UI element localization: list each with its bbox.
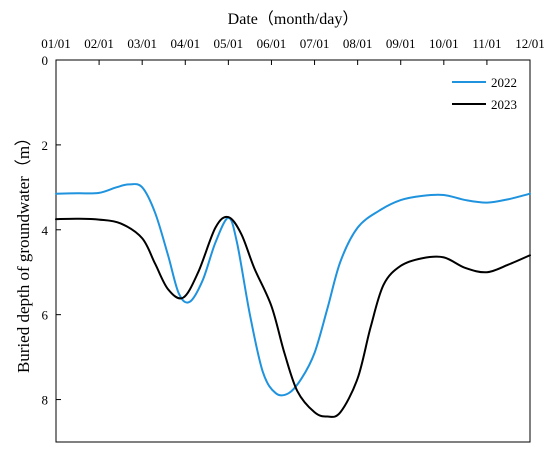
- y-axis-ticks: 0 2 4 6 8: [42, 53, 61, 408]
- plot-frame: [55, 59, 531, 443]
- y-tick-label: 4: [42, 223, 49, 238]
- y-tick-label: 6: [42, 308, 49, 323]
- y-tick-label: 2: [42, 138, 49, 153]
- x-tick-label: 09/01: [386, 36, 416, 51]
- x-tick-label: 07/01: [300, 36, 330, 51]
- legend-label-2022: 2022: [491, 75, 517, 90]
- series-line-2022: [55, 183, 531, 397]
- x-tick-label: 01/01: [41, 36, 71, 51]
- series-line-2023: [55, 215, 531, 418]
- y-tick-label: 8: [42, 393, 49, 408]
- x-tick-label: 04/01: [170, 36, 200, 51]
- x-tick-label: 12/01: [515, 36, 545, 51]
- x-axis-ticks: 01/01 02/01 03/01 04/01 05/01 06/01 07/01 08/01…: [41, 36, 545, 65]
- legend-label-2023: 2023: [491, 97, 517, 112]
- series-lines: [55, 183, 531, 418]
- x-tick-label: 08/01: [343, 36, 373, 51]
- x-tick-label: 10/01: [429, 36, 459, 51]
- x-tick-label: 06/01: [257, 36, 287, 51]
- y-axis-title: Buried depth of groundwater（m）: [14, 129, 33, 373]
- y-tick-label: 0: [42, 53, 49, 68]
- x-tick-label: 05/01: [214, 36, 244, 51]
- x-tick-label: 02/01: [84, 36, 114, 51]
- legend: 2022 2023: [452, 75, 517, 112]
- x-axis-title: Date（month/day）: [228, 10, 359, 28]
- x-tick-label: 11/01: [472, 36, 501, 51]
- x-tick-label: 03/01: [127, 36, 157, 51]
